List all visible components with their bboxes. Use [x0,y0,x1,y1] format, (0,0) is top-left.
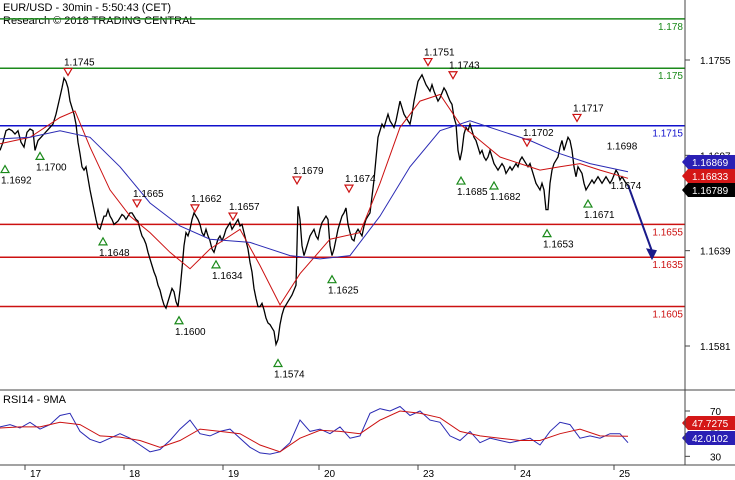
level-label-1: 1.175 [658,71,683,82]
low-marker-7 [210,259,222,269]
high-marker-6 [189,204,201,214]
high-marker-13 [422,57,434,67]
low-marker-3 [97,236,109,246]
rsi-tag-label-1: 42.0102 [692,434,729,445]
high-marker-10 [291,176,303,186]
rsi-tick-label-2: 30 [710,452,722,463]
low-label-18: 1.1653 [543,240,574,251]
date-tick-label-1: 18 [129,469,141,480]
low-label-20: 1.1671 [584,210,615,221]
time-axis: 17 18 19 20 23 24 25 [24,465,631,480]
high-label-6: 1.1662 [191,194,222,205]
low-label-15: 1.1685 [457,187,488,198]
level-label-3: 1.1655 [652,227,683,238]
chart-copyright: Research © 2018 TRADING CENTRAL [3,15,196,27]
high-label-19: 1.1717 [573,103,604,114]
price-tag-2 [682,183,735,197]
low-label-16: 1.1682 [490,192,521,203]
rsi-tag-0 [682,416,735,430]
forecast-arrow-head [646,248,657,261]
low-label-11: 1.1625 [328,286,359,297]
high-label-12: 1.1674 [345,174,376,185]
price-tag-0 [682,155,735,169]
low-marker-0 [0,164,11,174]
low-marker-1 [34,151,46,161]
high-marker-4 [131,199,143,209]
date-tick-label-3: 20 [324,469,336,480]
high-label-14: 1.1743 [449,61,480,72]
price-label-21: 1.1698 [607,142,638,153]
low-label-9: 1.1574 [274,370,305,381]
lines-layer [0,73,657,347]
low-label-0: 1.1692 [1,176,32,187]
low-marker-5 [173,315,185,325]
high-label-8: 1.1657 [229,202,260,213]
high-label-2: 1.1745 [64,57,95,68]
price-tick-label-2: 1.1639 [700,247,731,258]
price-tag-1 [682,169,735,183]
series-ma_slow [0,120,629,260]
price-tag-label-2: 1.16789 [692,186,729,197]
high-marker-14 [447,71,459,80]
low-marker-18 [541,228,553,238]
rsi-title: RSI14 - 9MA [3,394,67,406]
series-ma_fast [0,93,629,306]
price-tag-label-1: 1.16833 [692,172,729,183]
low-label-3: 1.1648 [99,248,130,259]
date-tick-label-6: 25 [619,469,631,480]
chart-title: EUR/USD - 30min - 5:50:43 (CET) [3,2,171,14]
low-label-5: 1.1600 [175,327,206,338]
low-marker-11 [326,274,338,284]
forecast-arrow-shaft [627,184,653,252]
rsi-tick-label-0: 70 [710,407,722,418]
high-marker-12 [343,184,355,194]
level-label-5: 1.1605 [652,310,683,321]
low-marker-16 [488,180,500,190]
price-tag-label-0: 1.16869 [692,158,729,169]
rsi-tag-1 [682,431,735,445]
date-tick-label-4: 23 [423,469,435,480]
rsi-tag-label-0: 47.7275 [692,419,729,430]
price-label-22: 1.1674 [611,181,642,192]
high-marker-19 [571,113,583,123]
level-label-0: 1.178 [658,22,683,33]
annotations-layer: 1.1692 1.1700 1.1745 1.1648 1.1665 1.1600 1.16… [0,48,642,381]
low-label-7: 1.1634 [212,271,243,282]
price-tick-label-0: 1.1755 [700,56,731,67]
price-tick-label-3: 1.1581 [700,342,731,353]
level-label-2: 1.1715 [652,129,683,140]
date-tick-label-0: 17 [30,469,42,480]
high-label-4: 1.1665 [133,189,164,200]
price-pane-background [0,0,685,390]
price-tags: 1.16869 1.16833 1.16789 [682,155,735,197]
low-label-1: 1.1700 [36,162,67,173]
series-price [0,73,629,347]
high-label-10: 1.1679 [293,166,324,177]
level-label-4: 1.1635 [652,260,683,271]
high-marker-2 [62,67,74,77]
high-label-17: 1.1702 [523,128,554,139]
rsi-series-rsi_ma [0,410,629,453]
high-label-13: 1.1751 [424,48,455,59]
levels-layer: 1.178 1.175 1.1715 1.1655 1.1635 1.1605 [0,18,685,321]
high-marker-8 [227,212,239,222]
date-tick-label-2: 19 [228,469,240,480]
low-marker-15 [455,175,467,185]
date-tick-label-5: 24 [520,469,532,480]
low-marker-9 [272,358,284,368]
low-marker-20 [582,198,594,208]
high-marker-17 [521,138,533,148]
rsi-series-rsi [0,405,629,455]
price-pane: 1.178 1.175 1.1715 1.1655 1.1635 1.1605 1.169… [0,0,685,390]
